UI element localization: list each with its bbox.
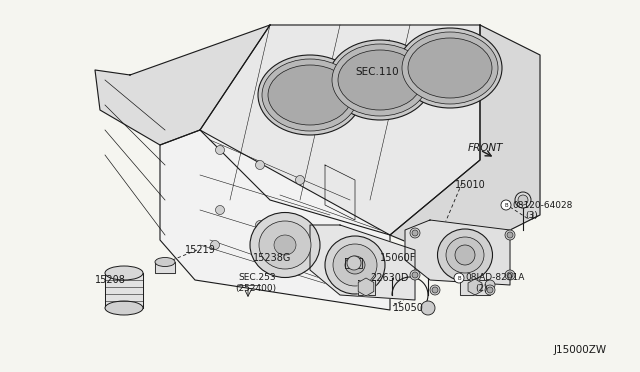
Circle shape bbox=[507, 232, 513, 238]
Ellipse shape bbox=[345, 256, 365, 274]
Circle shape bbox=[216, 205, 225, 215]
Ellipse shape bbox=[398, 28, 502, 108]
Ellipse shape bbox=[438, 229, 493, 281]
Text: 15060F: 15060F bbox=[380, 253, 417, 263]
Polygon shape bbox=[468, 279, 482, 295]
Ellipse shape bbox=[105, 266, 143, 280]
Polygon shape bbox=[390, 25, 540, 260]
Text: 15238G: 15238G bbox=[253, 253, 291, 263]
Circle shape bbox=[455, 245, 475, 265]
Ellipse shape bbox=[325, 236, 385, 294]
Polygon shape bbox=[460, 280, 490, 295]
Text: 15010: 15010 bbox=[455, 180, 486, 190]
Circle shape bbox=[430, 285, 440, 295]
Circle shape bbox=[485, 285, 495, 295]
Text: 08120-64028: 08120-64028 bbox=[512, 201, 572, 209]
Polygon shape bbox=[105, 273, 143, 308]
Text: B: B bbox=[504, 202, 508, 208]
Text: J15000ZW: J15000ZW bbox=[554, 345, 607, 355]
Polygon shape bbox=[405, 220, 510, 285]
Ellipse shape bbox=[274, 235, 296, 255]
Polygon shape bbox=[160, 130, 390, 310]
Circle shape bbox=[485, 280, 495, 290]
Text: 08IAD-8201A: 08IAD-8201A bbox=[465, 273, 524, 282]
Text: SEC.110: SEC.110 bbox=[355, 67, 399, 77]
Circle shape bbox=[255, 221, 264, 230]
Ellipse shape bbox=[259, 221, 311, 269]
Text: 15050: 15050 bbox=[393, 303, 424, 313]
Ellipse shape bbox=[262, 59, 358, 131]
Circle shape bbox=[421, 301, 435, 315]
Circle shape bbox=[505, 230, 515, 240]
Text: 15219: 15219 bbox=[185, 245, 216, 255]
Circle shape bbox=[518, 195, 528, 205]
Circle shape bbox=[296, 176, 305, 185]
Ellipse shape bbox=[332, 44, 428, 116]
Circle shape bbox=[507, 272, 513, 278]
Ellipse shape bbox=[402, 32, 498, 104]
Text: B: B bbox=[457, 276, 461, 280]
Polygon shape bbox=[358, 280, 375, 295]
Polygon shape bbox=[310, 225, 415, 300]
Polygon shape bbox=[95, 25, 270, 145]
Polygon shape bbox=[155, 262, 175, 273]
Ellipse shape bbox=[250, 212, 320, 278]
Circle shape bbox=[255, 160, 264, 170]
Text: (2): (2) bbox=[475, 283, 488, 292]
Ellipse shape bbox=[338, 50, 422, 110]
Polygon shape bbox=[358, 278, 374, 296]
Circle shape bbox=[412, 272, 418, 278]
Circle shape bbox=[412, 230, 418, 236]
Text: (3): (3) bbox=[525, 211, 538, 219]
Text: 15208: 15208 bbox=[95, 275, 126, 285]
Ellipse shape bbox=[408, 38, 492, 98]
Ellipse shape bbox=[155, 257, 175, 266]
Ellipse shape bbox=[258, 55, 362, 135]
Ellipse shape bbox=[268, 65, 352, 125]
Polygon shape bbox=[200, 25, 480, 235]
Circle shape bbox=[515, 192, 531, 208]
Text: FRONT: FRONT bbox=[468, 143, 504, 153]
Text: (252400): (252400) bbox=[235, 283, 276, 292]
Ellipse shape bbox=[446, 237, 484, 273]
Ellipse shape bbox=[105, 301, 143, 315]
Circle shape bbox=[410, 270, 420, 280]
Text: 22630D: 22630D bbox=[370, 273, 408, 283]
Circle shape bbox=[454, 273, 464, 283]
Circle shape bbox=[410, 228, 420, 238]
Ellipse shape bbox=[328, 40, 432, 120]
Circle shape bbox=[501, 200, 511, 210]
Ellipse shape bbox=[333, 244, 377, 286]
Circle shape bbox=[487, 287, 493, 293]
Circle shape bbox=[505, 270, 515, 280]
Circle shape bbox=[432, 287, 438, 293]
Circle shape bbox=[211, 241, 220, 250]
Circle shape bbox=[216, 145, 225, 154]
Polygon shape bbox=[345, 258, 362, 268]
Text: SEC.253: SEC.253 bbox=[238, 273, 276, 282]
Circle shape bbox=[347, 256, 361, 270]
